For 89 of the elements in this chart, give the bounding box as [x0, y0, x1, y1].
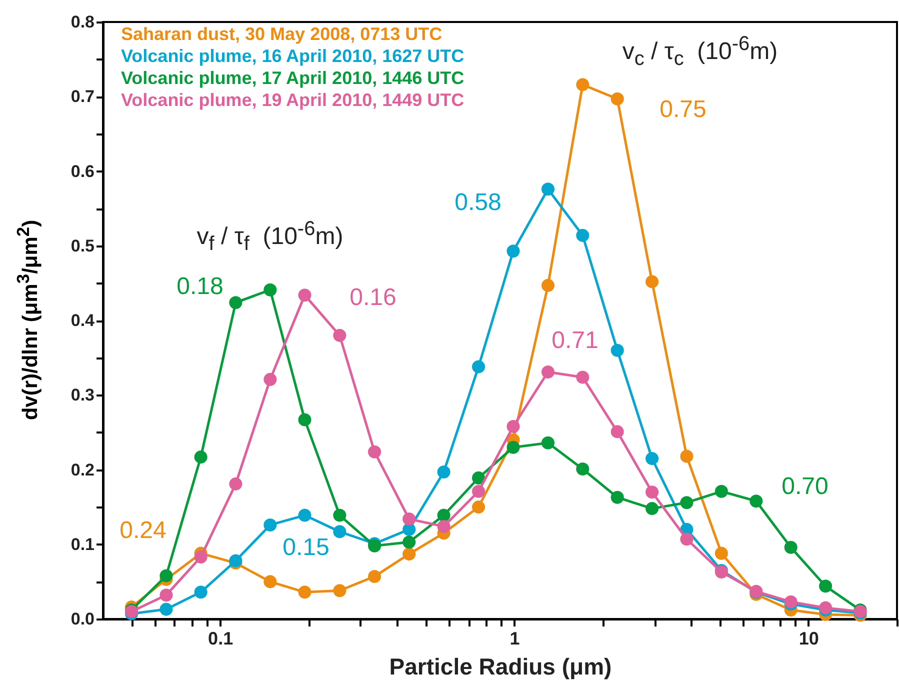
point — [610, 490, 624, 504]
point — [472, 471, 486, 484]
y-tick-label: 0.8 — [70, 12, 94, 32]
point — [333, 508, 346, 522]
annotation: 0.58 — [454, 189, 502, 217]
point — [784, 540, 798, 554]
text: 0.0 — [70, 610, 94, 628]
y-tick-label: 0.2 — [70, 460, 94, 480]
point — [194, 586, 208, 599]
y-tick-label: 0.5 — [70, 236, 94, 256]
point — [298, 586, 312, 599]
annotation: v$_{f}$ / τ$_{f}$ (10$^{-6}$m) — [196, 218, 344, 256]
point — [646, 275, 659, 288]
point — [646, 502, 659, 516]
point — [402, 548, 416, 561]
point — [194, 450, 208, 464]
point — [714, 546, 728, 560]
point — [472, 360, 486, 374]
point — [714, 484, 728, 498]
point — [610, 92, 624, 106]
annotation: v$_{c}$ / τ$_{c}$ (10$^{-6}$m) — [622, 33, 778, 71]
point — [437, 520, 450, 533]
y-tick-label: 0.1 — [70, 534, 94, 554]
point — [576, 370, 590, 384]
point — [437, 465, 450, 478]
point — [194, 550, 208, 564]
point — [819, 601, 832, 614]
annotation: 0.24 — [120, 517, 166, 545]
x-tick-label: 10 — [798, 628, 819, 648]
point — [819, 580, 832, 593]
point — [506, 244, 520, 258]
point — [333, 525, 346, 538]
point — [298, 413, 312, 426]
point — [576, 78, 590, 92]
point — [506, 440, 520, 454]
x-tick-label: 1 — [510, 628, 520, 648]
annotation: 0.75 — [660, 96, 706, 124]
point — [541, 436, 554, 450]
point — [264, 372, 277, 386]
point — [229, 296, 242, 310]
y-tick-label: 0.6 — [70, 162, 94, 181]
annotation: 0.16 — [350, 284, 396, 312]
annotation: 0.70 — [782, 473, 828, 501]
point — [437, 508, 450, 522]
point — [229, 554, 242, 568]
y-tick-label: 0.3 — [70, 386, 94, 405]
text: Saharan dust, 30 May 2008, 0713 UTC — [121, 24, 442, 44]
point — [160, 602, 173, 616]
point — [680, 496, 694, 510]
point — [264, 518, 277, 532]
point — [333, 328, 346, 342]
text: Volcanic plume, 16 April 2010, 1627 UTC — [121, 46, 464, 66]
point — [368, 570, 382, 583]
point — [264, 575, 277, 588]
point — [646, 486, 659, 499]
x-axis-title: Particle Radius (μm) — [389, 654, 612, 680]
point — [264, 283, 277, 296]
point — [298, 288, 312, 302]
annotation: 0.18 — [176, 273, 224, 301]
point — [541, 278, 554, 292]
y-tick-label: 0.7 — [70, 87, 94, 106]
text: Volcanic plume, 19 April 2010, 1449 UTC — [121, 90, 464, 110]
point — [541, 182, 554, 196]
annotation: 0.71 — [552, 327, 598, 355]
point — [680, 532, 694, 546]
point — [576, 228, 590, 242]
point — [160, 569, 173, 582]
point — [368, 445, 382, 458]
point — [541, 365, 554, 378]
point — [472, 500, 486, 514]
x-tick-label: 0.1 — [208, 628, 234, 648]
point — [229, 477, 242, 490]
point — [402, 536, 416, 549]
point — [610, 344, 624, 357]
point — [576, 462, 590, 476]
point — [472, 484, 486, 498]
point — [506, 420, 520, 433]
text: Volcanic plume, 17 April 2010, 1446 UTC — [121, 68, 464, 88]
annotation: 0.15 — [282, 534, 330, 562]
point — [402, 512, 416, 526]
point — [298, 508, 312, 522]
point — [750, 494, 763, 508]
point — [160, 588, 173, 602]
point — [333, 584, 346, 598]
point — [680, 450, 694, 463]
point — [784, 595, 798, 608]
y-tick-label: 0.4 — [70, 311, 96, 330]
point — [610, 425, 624, 438]
point — [646, 452, 659, 466]
